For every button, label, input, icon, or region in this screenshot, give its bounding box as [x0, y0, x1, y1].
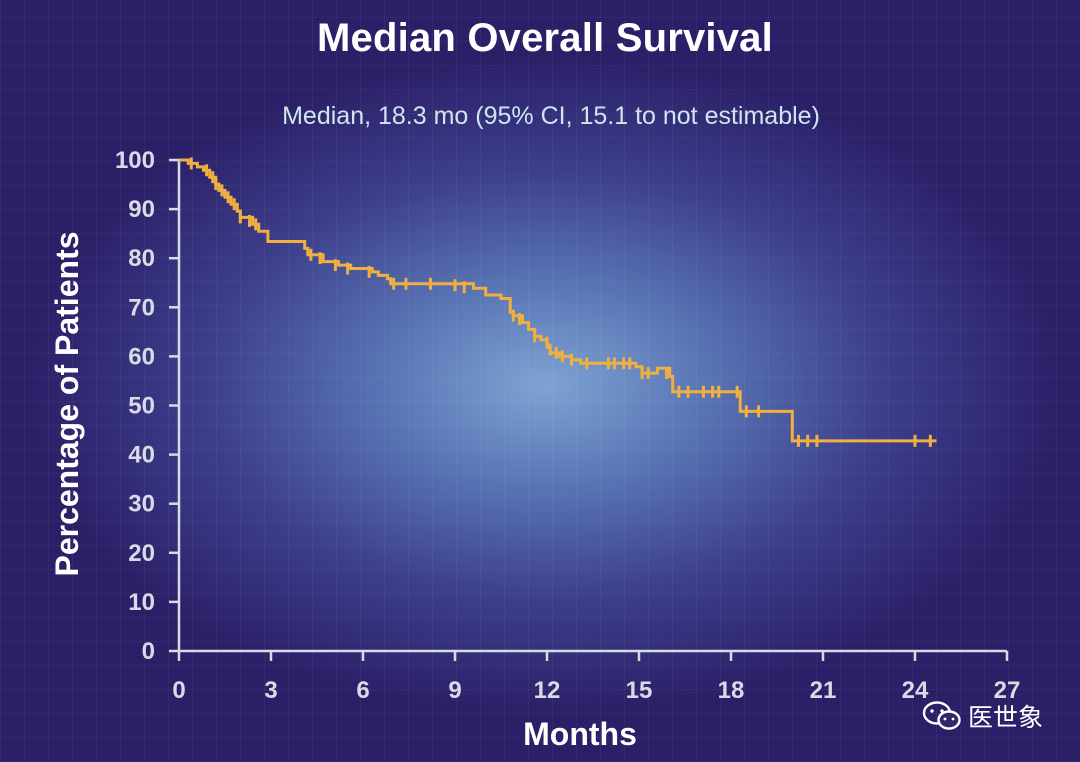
x-tick-label: 9 [448, 677, 461, 704]
y-tick-label: 90 [128, 196, 155, 223]
y-tick-label: 80 [128, 245, 155, 272]
chart-subtitle: Median, 18.3 mo (95% CI, 15.1 to not est… [282, 102, 820, 130]
y-tick-label: 70 [128, 294, 155, 321]
y-axis-title: Percentage of Patients [49, 232, 85, 577]
axes [169, 158, 1009, 661]
x-tick-label: 15 [626, 677, 653, 704]
y-tick-label: 100 [115, 147, 155, 174]
x-tick-labels: 0 3 6 9 12 15 18 21 24 27 [172, 677, 1020, 704]
y-tick-label: 40 [128, 442, 155, 469]
x-tick-label: 3 [264, 677, 277, 704]
x-tick-label: 12 [534, 677, 561, 704]
watermark: 医世象 [922, 700, 1043, 732]
x-tick-label: 24 [902, 677, 929, 704]
y-tick-label: 10 [128, 589, 155, 616]
x-tick-label: 27 [994, 677, 1021, 704]
y-tick-labels: 0 10 20 30 40 50 60 70 80 90 100 [115, 147, 155, 665]
x-tick-label: 0 [172, 677, 185, 704]
watermark-text: 医世象 [968, 703, 1044, 732]
x-tick-label: 18 [718, 677, 745, 704]
y-tick-label: 0 [142, 638, 155, 665]
series-group [179, 157, 937, 447]
chart-title: Median Overall Survival [317, 16, 773, 60]
survival-curve [179, 158, 937, 443]
y-tick-label: 50 [128, 393, 155, 420]
y-tick-label: 20 [128, 540, 155, 567]
y-tick-label: 60 [128, 343, 155, 370]
wechat-icon [922, 701, 961, 730]
x-axis-title: Months [523, 716, 637, 752]
x-tick-label: 21 [810, 677, 837, 704]
y-tick-label: 30 [128, 491, 155, 518]
x-tick-label: 6 [356, 677, 369, 704]
